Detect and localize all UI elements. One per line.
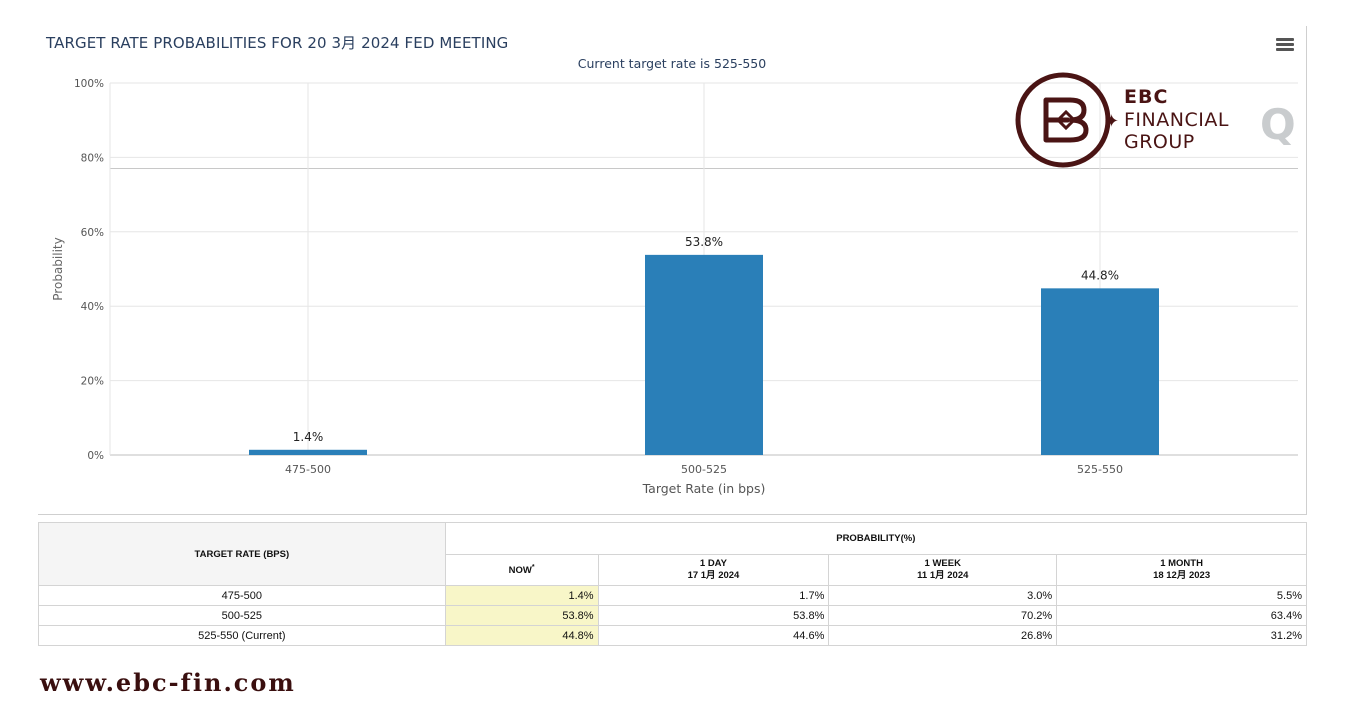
data-label: 53.8% xyxy=(685,235,723,249)
bar-chart: 0% 20% 40% 60% 80% 100% 1.4% 475-500 53.8% 500-52… xyxy=(51,78,1298,496)
logo-line-1: EBC xyxy=(1124,86,1169,108)
col-now-marker: * xyxy=(531,564,535,572)
row-1-day: 53.8% xyxy=(597,605,830,626)
col-1-week: 1 WEEK 11 1月 2024 xyxy=(828,554,1058,586)
footer-url[interactable]: www.ebc-fin.com xyxy=(40,668,296,697)
logo-line-2: FINANCIAL xyxy=(1124,109,1229,131)
y-tick-label: 0% xyxy=(87,450,104,462)
row-1-week: 70.2% xyxy=(828,605,1058,626)
col-1-month-label: 1 MONTH xyxy=(1160,558,1203,569)
col-1-month: 1 MONTH 18 12月 2023 xyxy=(1056,554,1307,586)
row-1-month: 63.4% xyxy=(1056,605,1307,626)
row-1-month: 31.2% xyxy=(1056,625,1307,646)
bar-525-550[interactable] xyxy=(1041,288,1159,455)
y-tick-label: 60% xyxy=(81,227,104,239)
y-axis-title: Probability xyxy=(51,237,65,300)
chart-title: TARGET RATE PROBABILITIES FOR 20 3月 2024… xyxy=(46,34,509,52)
x-tick-label: 500-525 xyxy=(681,463,727,476)
svg-text:✦: ✦ xyxy=(1104,111,1118,132)
bar-475-500[interactable] xyxy=(249,449,367,455)
row-rate: 475-500 xyxy=(38,585,446,606)
chart-subtitle: Current target rate is 525-550 xyxy=(577,56,767,71)
x-tick-label: 525-550 xyxy=(1077,463,1123,476)
bar-500-525[interactable] xyxy=(645,254,763,455)
row-rate: 525-550 (Current) xyxy=(38,625,446,646)
col-1-week-date: 11 1月 2024 xyxy=(917,570,969,581)
y-tick-label: 80% xyxy=(81,152,104,164)
row-1-week: 3.0% xyxy=(828,585,1058,606)
header-probability: PROBABILITY(%) xyxy=(444,522,1308,555)
row-now: 44.8% xyxy=(444,625,599,646)
row-1-day: 1.7% xyxy=(597,585,830,606)
logo-q-mark: Q xyxy=(1260,100,1296,149)
logo-line-3: GROUP xyxy=(1124,131,1195,153)
data-label: 1.4% xyxy=(293,430,324,444)
row-1-month: 5.5% xyxy=(1056,585,1307,606)
ebc-logo-mark-icon: ✦ xyxy=(1015,72,1119,168)
row-1-day: 44.6% xyxy=(597,625,830,646)
y-tick-label: 100% xyxy=(74,78,104,90)
col-1-month-date: 18 12月 2023 xyxy=(1153,570,1211,581)
row-now: 1.4% xyxy=(444,585,599,606)
row-rate: 500-525 xyxy=(38,605,446,626)
hamburger-menu-icon[interactable] xyxy=(1276,38,1294,52)
table-row: 525-550 (Current) 44.8% 44.6% 26.8% 31.2… xyxy=(38,625,1307,646)
col-now-label: NOW xyxy=(508,565,532,577)
col-1-day-label: 1 DAY xyxy=(699,558,727,569)
col-1-day: 1 DAY 17 1月 2024 xyxy=(597,554,830,586)
row-now: 53.8% xyxy=(444,605,599,626)
x-tick-label: 475-500 xyxy=(285,463,331,476)
col-now: NOW* xyxy=(444,554,599,586)
row-1-week: 26.8% xyxy=(828,625,1058,646)
header-target-rate: TARGET RATE (BPS) xyxy=(38,522,446,586)
table-row: 500-525 53.8% 53.8% 70.2% 63.4% xyxy=(38,605,1307,626)
col-1-day-date: 17 1月 2024 xyxy=(687,570,740,581)
y-tick-label: 40% xyxy=(81,301,104,313)
probability-table: TARGET RATE (BPS) PROBABILITY(%) NOW* 1 … xyxy=(38,522,1308,646)
data-label: 44.8% xyxy=(1081,268,1119,282)
x-axis-title: Target Rate (in bps) xyxy=(642,481,766,496)
ebc-logo: ✦ EBC FINANCIAL GROUP Q xyxy=(1008,70,1296,170)
col-1-week-label: 1 WEEK xyxy=(924,558,961,569)
y-tick-label: 20% xyxy=(81,376,104,388)
table-row: 475-500 1.4% 1.7% 3.0% 5.5% xyxy=(38,585,1307,606)
chart-panel: TARGET RATE PROBABILITIES FOR 20 3月 2024… xyxy=(38,26,1307,515)
